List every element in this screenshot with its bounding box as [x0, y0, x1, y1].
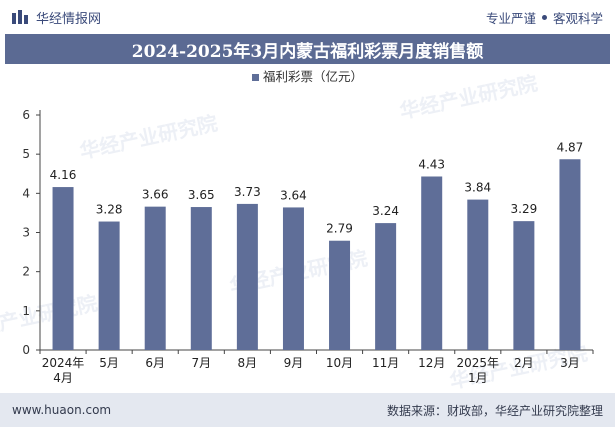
y-tick-label: 2 [22, 265, 30, 279]
watermark-text: 华经产业研究院 [398, 71, 540, 124]
tagline-right: 客观科学 [552, 10, 603, 26]
bar [282, 207, 304, 350]
x-tick-label: 2024年 4月 [42, 356, 85, 385]
bar [467, 199, 489, 350]
data-label: 4.16 [50, 168, 77, 182]
data-label: 3.84 [464, 181, 491, 195]
data-label: 3.66 [142, 188, 169, 202]
bar [513, 221, 535, 350]
bar [375, 223, 397, 350]
brand-name: 华经情报网 [36, 11, 102, 27]
logo-icon [12, 10, 28, 24]
footer: www.huaon.com 数据来源：财政部，华经产业研究院整理 [0, 393, 615, 427]
data-label: 3.65 [188, 188, 215, 202]
data-label: 4.43 [418, 157, 445, 171]
x-tick-label: 3月 [560, 356, 580, 370]
bar-chart: 华经产业研究院华经产业研究院华经产业研究院华经产业研究院华经产业研究院01234… [0, 69, 594, 393]
watermark-text: 华经产业研究院 [78, 111, 220, 164]
tagline: 专业严谨 客观科学 [486, 8, 603, 27]
x-tick-label: 9月 [284, 356, 304, 370]
data-source: 数据来源：财政部，华经产业研究院整理 [386, 403, 603, 418]
x-tick-label: 10月 [326, 356, 353, 370]
bar [329, 240, 351, 350]
chart-title-bar: 2024-2025年3月内蒙古福利彩票月度销售额 [5, 34, 610, 64]
x-tick-label: 6月 [145, 356, 165, 370]
legend-label: 福利彩票（亿元） [263, 69, 363, 84]
separator-dot-icon [541, 14, 547, 20]
brand[interactable]: 华经情报网 [12, 8, 101, 27]
data-label: 3.24 [372, 204, 399, 218]
top-bar: 华经情报网 专业严谨 客观科学 [0, 0, 615, 34]
x-tick-label: 2025年 1月 [457, 356, 500, 385]
watermark-text: 华经产业研究院 [0, 291, 100, 344]
legend-swatch [252, 74, 259, 81]
x-tick-label: 7月 [191, 356, 211, 370]
data-label: 3.64 [280, 188, 307, 202]
bar [98, 221, 120, 350]
bar [190, 207, 212, 350]
y-tick-label: 3 [22, 226, 30, 240]
y-tick-label: 1 [22, 304, 30, 318]
bar [144, 206, 166, 350]
bar [559, 159, 581, 350]
chart-title: 2024-2025年3月内蒙古福利彩票月度销售额 [131, 41, 484, 62]
x-tick-label: 2月 [514, 356, 534, 370]
y-tick-label: 0 [22, 343, 30, 357]
y-tick-label: 6 [22, 108, 30, 122]
x-tick-label: 12月 [418, 356, 445, 370]
bar [421, 176, 443, 350]
x-tick-label: 8月 [238, 356, 258, 370]
bar [236, 203, 258, 350]
data-label: 3.28 [96, 203, 123, 217]
y-tick-label: 4 [22, 186, 30, 200]
x-tick-label: 11月 [372, 356, 399, 370]
data-label: 2.79 [326, 222, 353, 236]
tagline-left: 专业严谨 [485, 10, 536, 26]
x-tick-label: 5月 [99, 356, 119, 370]
data-label: 3.73 [234, 185, 261, 199]
data-label: 3.29 [511, 202, 538, 216]
bar [52, 187, 74, 350]
y-tick-label: 5 [22, 147, 30, 161]
footer-url[interactable]: www.huaon.com [12, 403, 112, 417]
data-label: 4.87 [557, 140, 584, 154]
